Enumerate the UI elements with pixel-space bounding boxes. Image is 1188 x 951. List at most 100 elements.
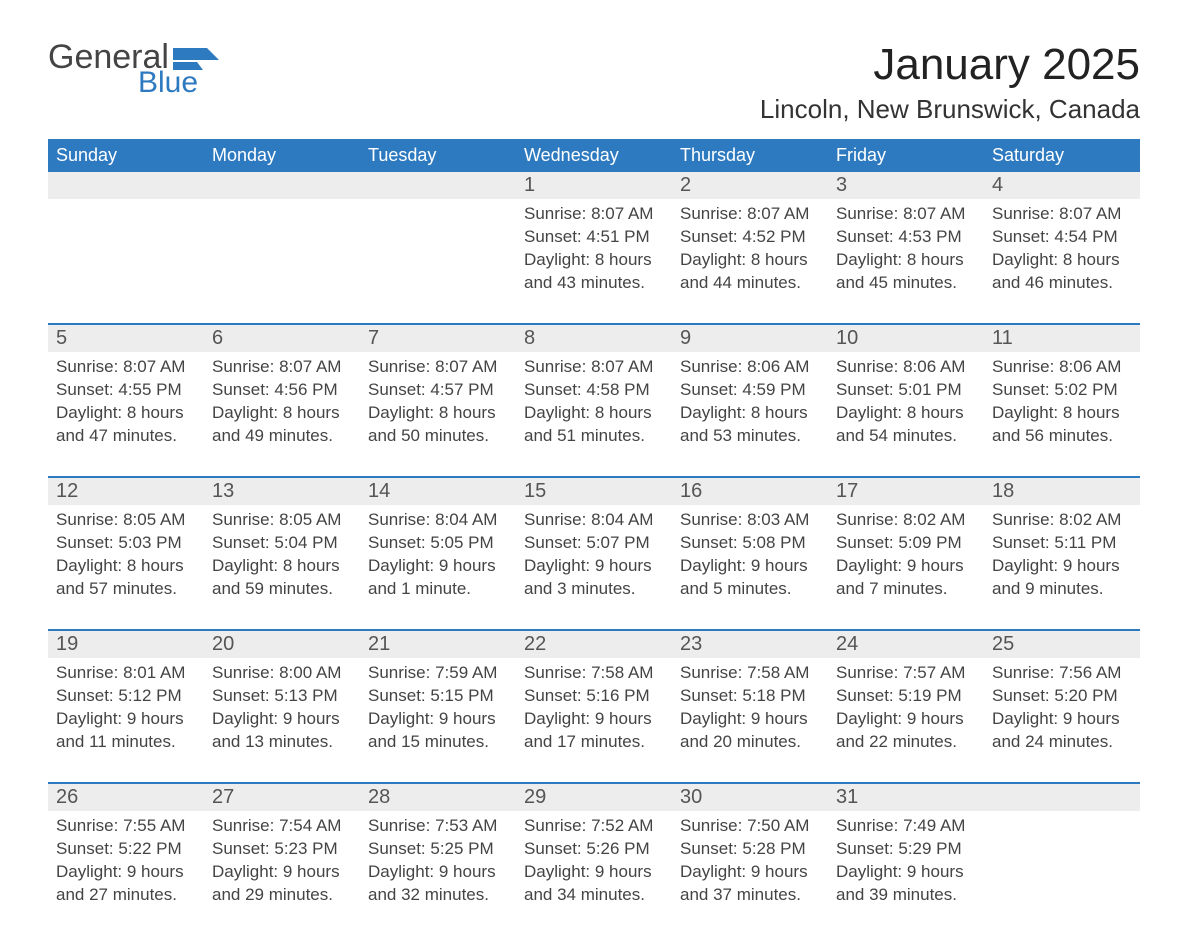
daylight-line: Daylight: 9 hours and 32 minutes. xyxy=(368,861,508,907)
daylight-line: Daylight: 9 hours and 34 minutes. xyxy=(524,861,664,907)
day-cell: Sunrise: 8:07 AMSunset: 4:57 PMDaylight:… xyxy=(360,352,516,452)
sunrise-line: Sunrise: 8:05 AM xyxy=(212,509,352,532)
day-number: 31 xyxy=(828,784,984,811)
sunset-line: Sunset: 4:58 PM xyxy=(524,379,664,402)
day-number: 23 xyxy=(672,631,828,658)
sunrise-line: Sunrise: 8:07 AM xyxy=(524,203,664,226)
day-number: 14 xyxy=(360,478,516,505)
sunset-line: Sunset: 5:19 PM xyxy=(836,685,976,708)
daylight-line: Daylight: 9 hours and 13 minutes. xyxy=(212,708,352,754)
sunrise-line: Sunrise: 7:57 AM xyxy=(836,662,976,685)
sunrise-line: Sunrise: 7:58 AM xyxy=(680,662,820,685)
day-number: 19 xyxy=(48,631,204,658)
day-cell: Sunrise: 8:07 AMSunset: 4:55 PMDaylight:… xyxy=(48,352,204,452)
day-cell: Sunrise: 8:04 AMSunset: 5:07 PMDaylight:… xyxy=(516,505,672,605)
day-cell: Sunrise: 7:53 AMSunset: 5:25 PMDaylight:… xyxy=(360,811,516,911)
daylight-line: Daylight: 8 hours and 59 minutes. xyxy=(212,555,352,601)
day-cell: Sunrise: 8:07 AMSunset: 4:54 PMDaylight:… xyxy=(984,199,1140,299)
daylight-line: Daylight: 9 hours and 11 minutes. xyxy=(56,708,196,754)
day-number: 21 xyxy=(360,631,516,658)
day-number: 26 xyxy=(48,784,204,811)
day-number: 16 xyxy=(672,478,828,505)
day-number: 1 xyxy=(516,172,672,199)
day-of-week-header: Sunday Monday Tuesday Wednesday Thursday… xyxy=(48,139,1140,172)
sunset-line: Sunset: 5:01 PM xyxy=(836,379,976,402)
sunset-line: Sunset: 4:51 PM xyxy=(524,226,664,249)
day-cell: Sunrise: 7:55 AMSunset: 5:22 PMDaylight:… xyxy=(48,811,204,911)
daylight-line: Daylight: 8 hours and 51 minutes. xyxy=(524,402,664,448)
day-cell: Sunrise: 8:06 AMSunset: 4:59 PMDaylight:… xyxy=(672,352,828,452)
day-number: 27 xyxy=(204,784,360,811)
sunset-line: Sunset: 5:02 PM xyxy=(992,379,1132,402)
daylight-line: Daylight: 8 hours and 43 minutes. xyxy=(524,249,664,295)
dow-sunday: Sunday xyxy=(48,139,204,172)
day-number xyxy=(360,172,516,199)
sunset-line: Sunset: 4:56 PM xyxy=(212,379,352,402)
daylight-line: Daylight: 8 hours and 57 minutes. xyxy=(56,555,196,601)
daylight-line: Daylight: 9 hours and 15 minutes. xyxy=(368,708,508,754)
sunrise-line: Sunrise: 7:55 AM xyxy=(56,815,196,838)
daylight-line: Daylight: 9 hours and 7 minutes. xyxy=(836,555,976,601)
sunset-line: Sunset: 5:20 PM xyxy=(992,685,1132,708)
daylight-line: Daylight: 9 hours and 24 minutes. xyxy=(992,708,1132,754)
day-number: 15 xyxy=(516,478,672,505)
daylight-line: Daylight: 8 hours and 50 minutes. xyxy=(368,402,508,448)
day-cell: Sunrise: 8:07 AMSunset: 4:53 PMDaylight:… xyxy=(828,199,984,299)
daylight-line: Daylight: 8 hours and 54 minutes. xyxy=(836,402,976,448)
day-number: 7 xyxy=(360,325,516,352)
sunrise-line: Sunrise: 8:07 AM xyxy=(836,203,976,226)
day-cell: Sunrise: 8:07 AMSunset: 4:58 PMDaylight:… xyxy=(516,352,672,452)
week-row: 1234Sunrise: 8:07 AMSunset: 4:51 PMDayli… xyxy=(48,172,1140,299)
sunrise-line: Sunrise: 8:07 AM xyxy=(680,203,820,226)
sunrise-line: Sunrise: 8:04 AM xyxy=(368,509,508,532)
sunrise-line: Sunrise: 8:07 AM xyxy=(368,356,508,379)
daylight-line: Daylight: 8 hours and 49 minutes. xyxy=(212,402,352,448)
daylight-line: Daylight: 8 hours and 44 minutes. xyxy=(680,249,820,295)
day-number: 18 xyxy=(984,478,1140,505)
week-row: 567891011Sunrise: 8:07 AMSunset: 4:55 PM… xyxy=(48,323,1140,452)
daylight-line: Daylight: 9 hours and 5 minutes. xyxy=(680,555,820,601)
daynum-band: 262728293031 xyxy=(48,784,1140,811)
day-number: 9 xyxy=(672,325,828,352)
sunset-line: Sunset: 5:05 PM xyxy=(368,532,508,555)
daylight-line: Daylight: 9 hours and 39 minutes. xyxy=(836,861,976,907)
daylight-line: Daylight: 9 hours and 1 minute. xyxy=(368,555,508,601)
daynum-band: 12131415161718 xyxy=(48,478,1140,505)
day-number: 6 xyxy=(204,325,360,352)
dow-wednesday: Wednesday xyxy=(516,139,672,172)
sunrise-line: Sunrise: 8:02 AM xyxy=(992,509,1132,532)
week-row: 262728293031Sunrise: 7:55 AMSunset: 5:22… xyxy=(48,782,1140,911)
sunset-line: Sunset: 5:04 PM xyxy=(212,532,352,555)
sunrise-line: Sunrise: 8:01 AM xyxy=(56,662,196,685)
day-cell: Sunrise: 8:04 AMSunset: 5:05 PMDaylight:… xyxy=(360,505,516,605)
sunset-line: Sunset: 5:07 PM xyxy=(524,532,664,555)
day-number: 2 xyxy=(672,172,828,199)
day-cell: Sunrise: 7:52 AMSunset: 5:26 PMDaylight:… xyxy=(516,811,672,911)
sunset-line: Sunset: 5:09 PM xyxy=(836,532,976,555)
sunrise-line: Sunrise: 8:03 AM xyxy=(680,509,820,532)
sunrise-line: Sunrise: 7:52 AM xyxy=(524,815,664,838)
sunset-line: Sunset: 4:54 PM xyxy=(992,226,1132,249)
sunrise-line: Sunrise: 8:05 AM xyxy=(56,509,196,532)
day-number: 22 xyxy=(516,631,672,658)
sunset-line: Sunset: 5:15 PM xyxy=(368,685,508,708)
day-number: 10 xyxy=(828,325,984,352)
day-cell xyxy=(48,199,204,299)
day-number: 8 xyxy=(516,325,672,352)
day-cell: Sunrise: 7:54 AMSunset: 5:23 PMDaylight:… xyxy=(204,811,360,911)
logo: General Blue xyxy=(48,40,219,98)
day-cell: Sunrise: 8:03 AMSunset: 5:08 PMDaylight:… xyxy=(672,505,828,605)
sunrise-line: Sunrise: 7:54 AM xyxy=(212,815,352,838)
day-number xyxy=(48,172,204,199)
day-number xyxy=(984,784,1140,811)
daylight-line: Daylight: 8 hours and 53 minutes. xyxy=(680,402,820,448)
daylight-line: Daylight: 9 hours and 20 minutes. xyxy=(680,708,820,754)
sunset-line: Sunset: 5:08 PM xyxy=(680,532,820,555)
daylight-line: Daylight: 9 hours and 22 minutes. xyxy=(836,708,976,754)
day-cell xyxy=(984,811,1140,911)
sunrise-line: Sunrise: 7:53 AM xyxy=(368,815,508,838)
day-cell: Sunrise: 8:07 AMSunset: 4:52 PMDaylight:… xyxy=(672,199,828,299)
week-row: 12131415161718Sunrise: 8:05 AMSunset: 5:… xyxy=(48,476,1140,605)
daylight-line: Daylight: 8 hours and 46 minutes. xyxy=(992,249,1132,295)
sunset-line: Sunset: 5:16 PM xyxy=(524,685,664,708)
